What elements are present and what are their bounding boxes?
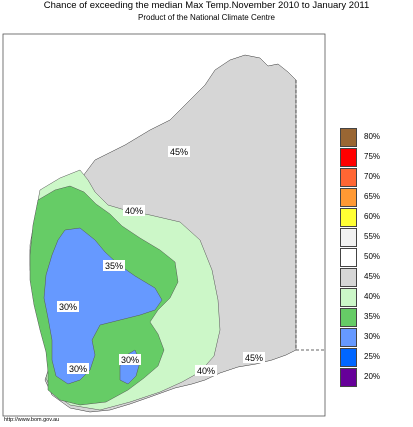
legend-swatch-20 — [340, 368, 357, 387]
legend-label-55: 55% — [364, 232, 381, 241]
map-title: Chance of exceeding the median Max Temp.… — [43, 0, 370, 11]
label-30-west: 30% — [59, 302, 77, 312]
label-30-southeast: 30% — [121, 355, 139, 365]
legend-swatch-30 — [340, 328, 357, 347]
label-45-north: 45% — [170, 147, 188, 157]
legend-label-40: 40% — [364, 292, 381, 301]
legend-swatch-25 — [340, 348, 357, 367]
legend-label-70: 70% — [364, 172, 381, 181]
legend-label-65: 65% — [364, 192, 381, 201]
legend-swatch-55 — [340, 228, 357, 247]
label-40-central: 40% — [125, 206, 143, 216]
legend-label-75: 75% — [364, 152, 381, 161]
legend-label-45: 45% — [364, 272, 381, 281]
legend-swatch-75 — [340, 148, 357, 167]
map-frame — [2, 33, 326, 417]
legend-label-80: 80% — [364, 132, 381, 141]
legend-label-25: 25% — [364, 352, 381, 361]
map-subtitle: Product of the National Climate Centre — [138, 13, 275, 22]
legend-label-50: 50% — [364, 252, 381, 261]
legend-swatch-50 — [340, 248, 357, 267]
label-35: 35% — [105, 261, 123, 271]
legend-label-30: 30% — [364, 332, 381, 341]
legend-label-60: 60% — [364, 212, 381, 221]
legend-swatch-70 — [340, 168, 357, 187]
legend-label-20: 20% — [364, 372, 381, 381]
legend-swatch-60 — [340, 208, 357, 227]
label-40-south: 40% — [197, 366, 215, 376]
legend-swatch-65 — [340, 188, 357, 207]
credit-link[interactable]: http://www.bom.gov.au — [4, 417, 60, 423]
legend-swatch-80 — [340, 128, 357, 147]
label-45-south: 45% — [245, 353, 263, 363]
legend-swatch-45 — [340, 268, 357, 287]
region-labels: 45% 40% 35% 30% 30% 30% 40% 45% — [57, 146, 265, 376]
legend-label-35: 35% — [364, 312, 381, 321]
legend-swatch-40 — [340, 288, 357, 307]
legend-swatch-35 — [340, 308, 357, 327]
label-30-southwest: 30% — [69, 364, 87, 374]
